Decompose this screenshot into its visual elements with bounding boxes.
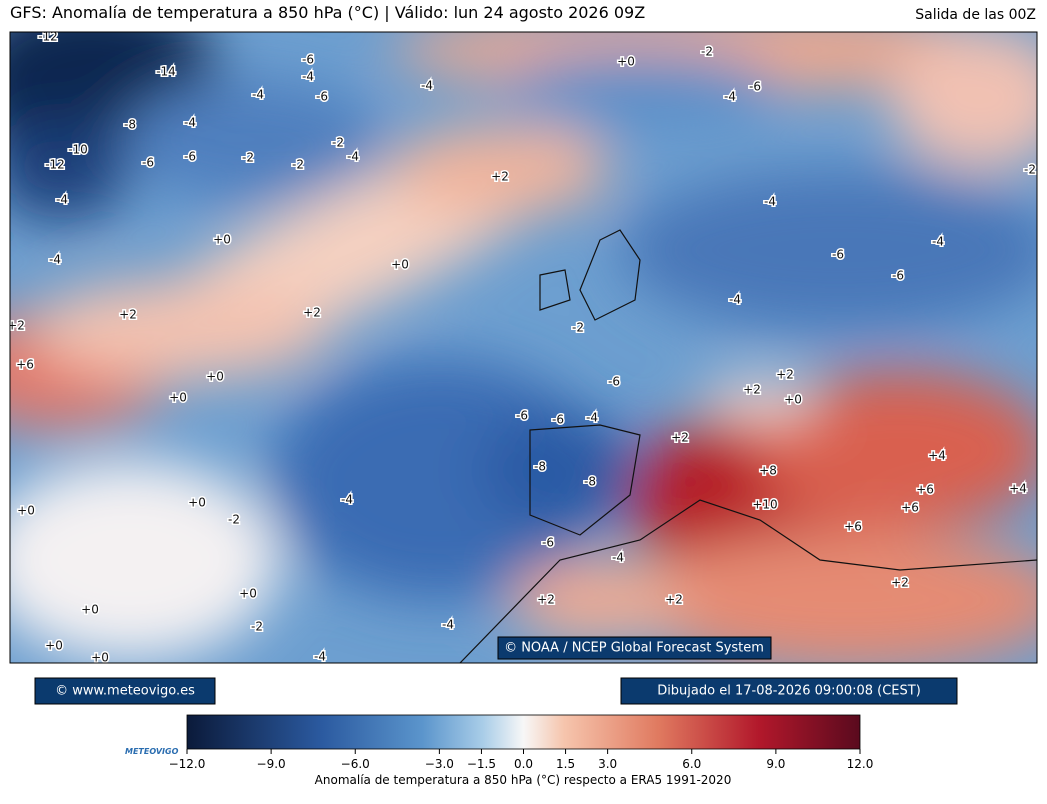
colorbar [186, 714, 861, 750]
colorbar-tick-label: −9.0 [257, 757, 286, 771]
contour-label: -4 [442, 618, 454, 632]
contour-label: +0 [91, 651, 109, 665]
contour-label: +6 [844, 520, 862, 534]
contour-label: -4 [252, 88, 264, 102]
contour-label: -6 [516, 409, 528, 423]
contour-label: -4 [724, 90, 736, 104]
contour-label: +2 [776, 368, 794, 382]
contour-label: -12 [45, 158, 65, 172]
contour-label: -2 [228, 513, 240, 527]
site-box [34, 677, 216, 705]
contour-label: -2 [251, 620, 263, 634]
contour-label: -2 [332, 136, 344, 150]
contour-label: +2 [491, 170, 509, 184]
contour-label: +0 [169, 391, 187, 405]
site: © www.meteovigo.es [55, 684, 195, 699]
colorbar-tick-label: −6.0 [341, 757, 370, 771]
contour-label: +2 [671, 431, 689, 445]
colorbar-tick-label: 9.0 [766, 757, 785, 771]
contour-label: +2 [303, 306, 321, 320]
contour-label: -4 [764, 195, 776, 209]
contour-label: +0 [391, 258, 409, 272]
contour-label: -8 [584, 475, 596, 489]
contour-label: -4 [932, 235, 944, 249]
contour-label: +0 [17, 504, 35, 518]
contour-label: -4 [302, 70, 314, 84]
contour-label: +0 [45, 639, 63, 653]
contour-label: -4 [49, 253, 61, 267]
contour-label: -14 [156, 65, 176, 79]
contour-label: -4 [612, 551, 624, 565]
contour-label: +0 [617, 55, 635, 69]
contour-label: +4 [1009, 482, 1027, 496]
contour-label: -6 [142, 156, 154, 170]
contour-label: +0 [188, 496, 206, 510]
contour-label: +2 [7, 319, 25, 333]
colorbar-label: Anomalía de temperatura a 850 hPa (°C) r… [315, 773, 732, 787]
contour-label: +10 [752, 498, 777, 512]
logo: METEOVIGO [125, 747, 179, 756]
contour-label: -2 [292, 158, 304, 172]
map-frame [9, 31, 1038, 664]
colorbar-tick-label: −12.0 [169, 757, 206, 771]
colorbar-tick-label: −3.0 [425, 757, 454, 771]
contour-label: -6 [552, 413, 564, 427]
contour-label: -6 [542, 536, 554, 550]
contour-label: +6 [16, 358, 34, 372]
contour-label: +2 [891, 576, 909, 590]
contour-label: -4 [586, 411, 598, 425]
contour-label: +2 [537, 593, 555, 607]
contour-label: -6 [184, 150, 196, 164]
contour-label: +2 [743, 383, 761, 397]
title: GFS: Anomalía de temperatura a 850 hPa (… [10, 3, 645, 22]
contour-label: +0 [239, 587, 257, 601]
contour-label: -6 [832, 248, 844, 262]
contour-label: -8 [534, 460, 546, 474]
contour-label: -6 [302, 53, 314, 67]
contour-label: -4 [184, 116, 196, 130]
contour-label: -2 [572, 321, 584, 335]
colorbar-tick-label: 0.0 [514, 757, 533, 771]
credit: © NOAA / NCEP Global Forecast System [504, 641, 764, 656]
drawn-box [620, 677, 958, 705]
map: -12-14-6-4-6-4-8 -4-10-12 -6 -6 -2 -2-2-4-4-4… [7, 30, 1037, 665]
contour-label: -4 [56, 193, 68, 207]
colorbar-tick-label: 3.0 [598, 757, 617, 771]
contour-label: -6 [892, 269, 904, 283]
colorbar-tick-label: 1.5 [556, 757, 575, 771]
credit-box [497, 636, 772, 660]
contour-label: -12 [38, 30, 58, 44]
contour-label: -4 [341, 493, 353, 507]
colorbar-tick-label: 12.0 [847, 757, 874, 771]
contour-label: -8 [124, 118, 136, 132]
contour-label: +4 [928, 449, 946, 463]
contour-label: +8 [759, 464, 777, 478]
contour-label: -2 [1024, 163, 1036, 177]
contour-label: +2 [119, 308, 137, 322]
contour-label: +0 [213, 233, 231, 247]
run-label: Salida de las 00Z [915, 7, 1036, 23]
contour-label: -2 [242, 151, 254, 165]
contour-label: -4 [421, 79, 433, 93]
contour-label: +2 [665, 593, 683, 607]
contour-label: +6 [916, 483, 934, 497]
contour-label: -4 [729, 293, 741, 307]
contour-label: -6 [749, 80, 761, 94]
contour-label: -10 [68, 143, 88, 157]
contour-label: -6 [316, 90, 328, 104]
colorbar-tick-label: 6.0 [682, 757, 701, 771]
contour-label: -2 [701, 45, 713, 59]
contour-label: -4 [347, 150, 359, 164]
contour-label: -6 [608, 375, 620, 389]
contour-label: +0 [206, 370, 224, 384]
contour-label: +6 [901, 501, 919, 515]
colorbar-tick-label: −1.5 [467, 757, 496, 771]
contour-label: -4 [314, 650, 326, 664]
drawn: Dibujado el 17-08-2026 09:00:08 (CEST) [657, 684, 921, 699]
contour-label: +0 [784, 393, 802, 407]
contour-label: +0 [81, 603, 99, 617]
